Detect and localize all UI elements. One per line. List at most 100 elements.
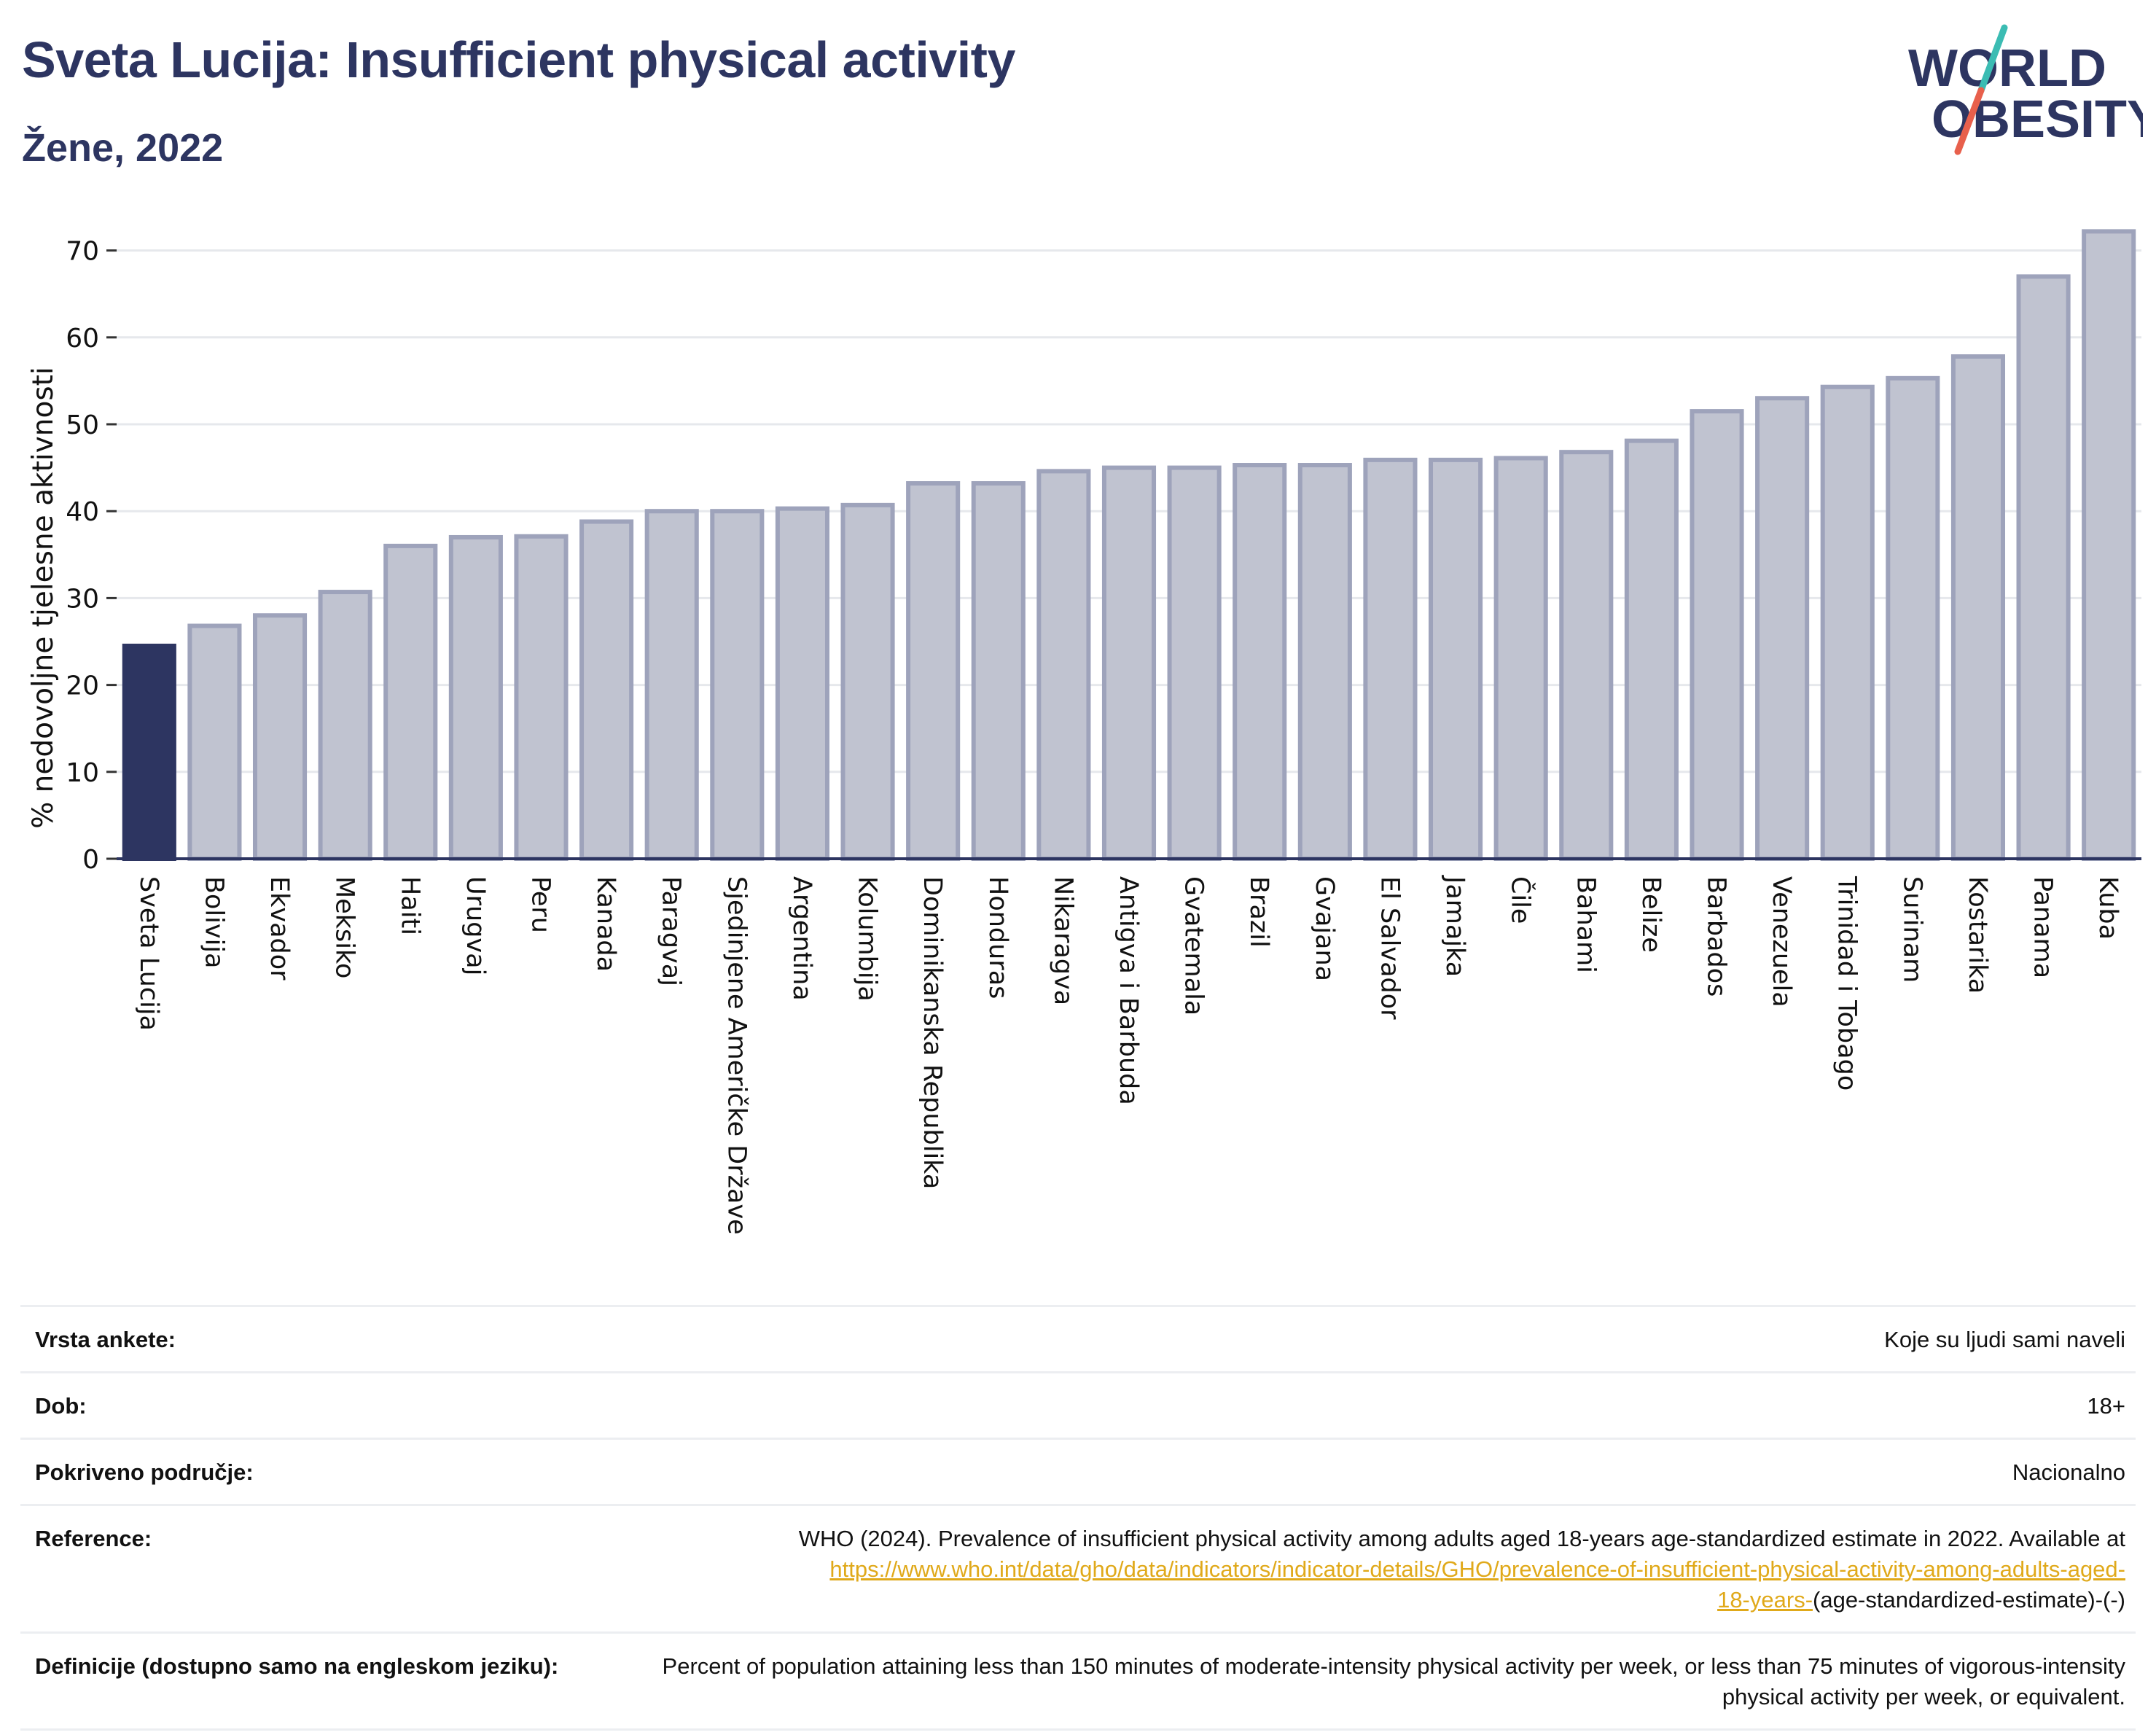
bar-sveta-lucija	[122, 643, 176, 862]
logo-line1: WORLD	[1908, 39, 2106, 98]
bar-nikaragva	[1036, 469, 1091, 861]
x-tick-label: Meksiko	[330, 876, 359, 978]
bar-kuba	[2082, 229, 2136, 862]
bar-ekvador	[252, 613, 308, 861]
bar-el-salvador	[1363, 457, 1418, 861]
x-tick-label: Sveta Lucija	[134, 876, 163, 1031]
info-table: Vrsta ankete: Koje su ljudi sami naveli …	[20, 1305, 2136, 1731]
bar-kolumbija	[840, 502, 895, 862]
bar-jamajka	[1429, 457, 1483, 861]
info-value: 18+	[2087, 1393, 2125, 1419]
bar-paragvaj	[644, 509, 699, 861]
info-row-coverage: Pokriveno područje: Nacionalno	[20, 1438, 2136, 1504]
x-tick-label: Kanada	[591, 876, 620, 972]
x-tick-label: Honduras	[983, 876, 1012, 999]
x-tick-label: Bolivija	[199, 876, 228, 968]
page-title: Sveta Lucija: Insufficient physical acti…	[22, 31, 1015, 88]
bar-bahami	[1559, 450, 1614, 861]
bar-peru	[514, 534, 569, 861]
reference-value: WHO (2024). Prevalence of insufficient p…	[545, 1524, 2125, 1615]
info-row-definition: Definicije (dostupno samo na engleskom j…	[20, 1631, 2136, 1731]
y-tick-label: 50	[66, 410, 99, 440]
x-tick-label: Haiti	[395, 876, 424, 935]
page-subtitle: Žene, 2022	[22, 126, 224, 170]
x-tick-label: Kolumbija	[853, 876, 882, 1002]
x-tick-label: Paragvaj	[657, 876, 686, 986]
x-tick-label: Dominikanska Republika	[918, 876, 947, 1189]
x-tick-label: Belize	[1636, 876, 1665, 953]
bar-čile	[1493, 456, 1548, 861]
info-row-survey-type: Vrsta ankete: Koje su ljudi sami naveli	[20, 1305, 2136, 1371]
bar-venezuela	[1755, 396, 1810, 861]
reference-suffix: (age-standardized-estimate)-(-)	[1813, 1587, 2125, 1613]
bar-antigva-i-barbuda	[1101, 465, 1157, 861]
y-tick-labels: 0 10 20 30 40 50 60 70	[66, 237, 99, 875]
y-tick-label: 10	[66, 758, 99, 788]
x-tick-label: Ekvador	[265, 876, 294, 980]
info-value: Nacionalno	[2012, 1459, 2125, 1485]
info-label: Vrsta ankete:	[35, 1327, 176, 1352]
info-label: Definicije (dostupno samo na engleskom j…	[35, 1653, 559, 1679]
x-tick-label: Čile	[1506, 876, 1536, 924]
info-row-age: Dob: 18+	[20, 1371, 2136, 1438]
bar-urugvaj	[448, 534, 503, 862]
bar-belize	[1624, 438, 1679, 861]
world-obesity-logo: WORLD OBESITY	[1902, 20, 2156, 159]
logo-slash-red	[1954, 87, 1985, 155]
x-tick-label: Trinidad i Tobago	[1832, 876, 1862, 1091]
y-tick-label: 70	[66, 237, 99, 267]
x-tick-label: Surinam	[1897, 876, 1926, 983]
x-tick-label: Sjedinjene Američke Države	[722, 876, 751, 1235]
bar-kostarika	[1950, 354, 2006, 861]
bar-dominikanska-republika	[906, 481, 961, 861]
x-tick-label: Nikaragva	[1048, 876, 1077, 1005]
bar-sjedinjene-američke-države	[710, 509, 765, 861]
bars	[122, 229, 2136, 862]
definition-value: Percent of population attaining less tha…	[662, 1653, 2125, 1709]
bar-gvajana	[1297, 463, 1352, 861]
y-tick-label: 40	[66, 497, 99, 527]
x-tick-label: Bahami	[1571, 876, 1600, 973]
bar-trinidad-i-tobago	[1820, 384, 1875, 861]
y-axis-label: % nedovoljne tjelesne aktivnosti	[27, 367, 60, 829]
bar-haiti	[383, 543, 438, 861]
x-tick-label: Brazil	[1244, 876, 1273, 948]
info-label: Pokriveno područje:	[35, 1459, 254, 1485]
x-tick-label: Barbados	[1702, 876, 1731, 997]
reference-link-cont[interactable]: 18-years-	[1717, 1587, 1813, 1613]
x-tick-label: Peru	[526, 876, 555, 933]
x-tick-label: Jamajka	[1440, 875, 1469, 977]
bar-chart: 0 10 20 30 40 50 60 70 Sveta Lucija Bolivija Ekva…	[27, 229, 2141, 1235]
bar-meksiko	[318, 590, 372, 862]
x-tick-label: Argentina	[787, 876, 816, 1001]
reference-text: WHO (2024). Prevalence of insufficient p…	[798, 1526, 2125, 1551]
logo-slash-teal	[1977, 24, 2008, 94]
bar-bolivija	[187, 623, 242, 861]
x-tick-label: Venezuela	[1767, 876, 1796, 1007]
x-tick-label: Gvatemala	[1179, 876, 1208, 1015]
y-tick-label: 30	[66, 584, 99, 614]
x-tick-labels: Sveta Lucija Bolivija Ekvador Meksiko Haiti U…	[134, 875, 2122, 1235]
bar-barbados	[1690, 409, 1744, 861]
bar-surinam	[1886, 375, 1940, 861]
x-tick-label: Kuba	[2093, 876, 2122, 940]
info-label: Reference:	[35, 1526, 152, 1551]
reference-link[interactable]: https://www.who.int/data/gho/data/indica…	[829, 1556, 2125, 1582]
bar-brazil	[1233, 463, 1287, 861]
info-value: Koje su ljudi sami naveli	[1884, 1327, 2125, 1352]
x-tick-label: Antigva i Barbuda	[1114, 876, 1143, 1105]
y-tick-label: 0	[82, 845, 99, 875]
x-tick-label: El Salvador	[1375, 876, 1404, 1020]
x-tick-label: Kostarika	[1963, 876, 1992, 994]
info-row-reference: Reference: WHO (2024). Prevalence of ins…	[20, 1504, 2136, 1631]
x-tick-label: Panama	[2028, 876, 2058, 978]
bar-honduras	[971, 481, 1026, 861]
y-tick-label: 20	[66, 671, 99, 701]
x-tick-label: Gvajana	[1310, 876, 1339, 981]
y-tick-label: 60	[66, 324, 99, 354]
bar-argentina	[775, 506, 829, 862]
info-label: Dob:	[35, 1393, 87, 1419]
bar-kanada	[579, 519, 634, 862]
bar-panama	[2016, 274, 2071, 861]
bar-gvatemala	[1167, 465, 1222, 861]
